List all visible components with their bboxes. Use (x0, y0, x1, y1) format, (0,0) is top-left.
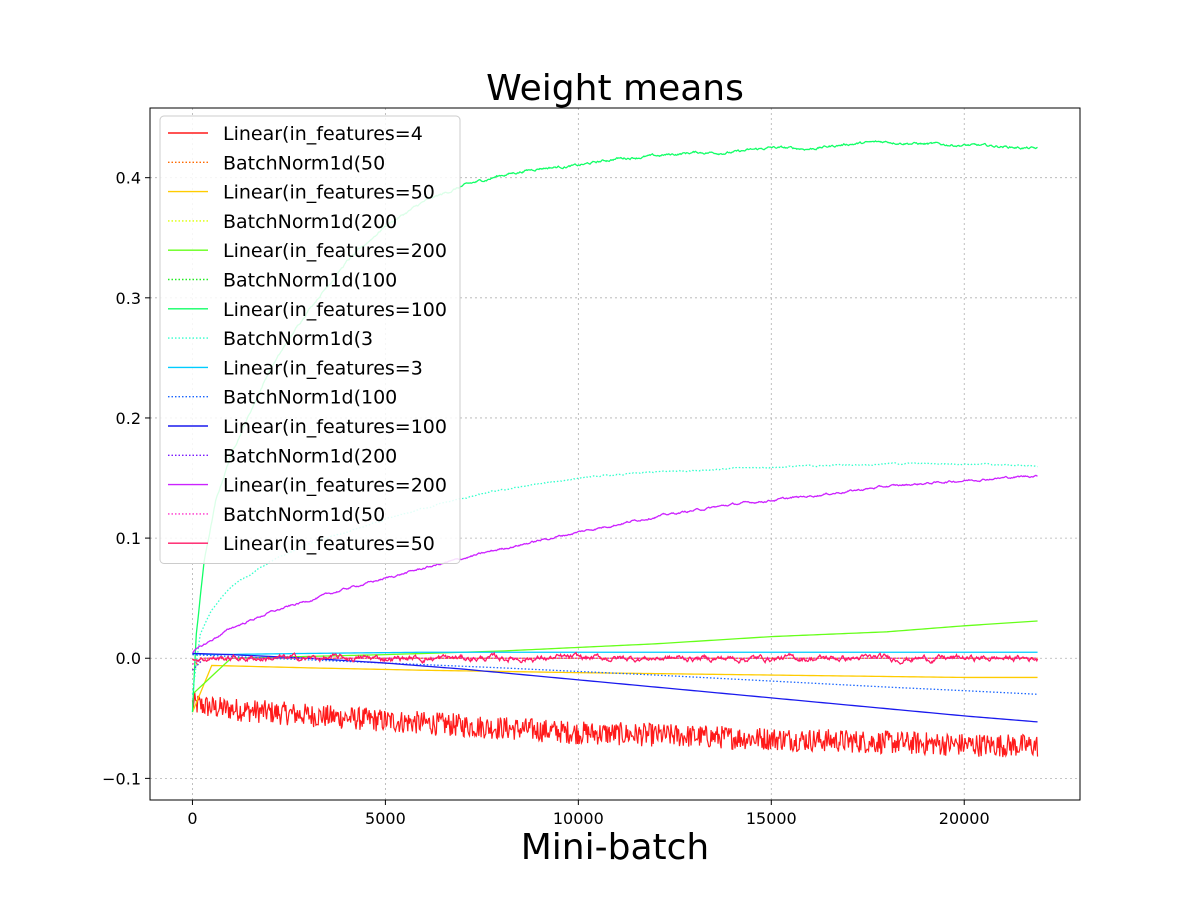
series-line (192, 652, 1038, 723)
series-layer (191, 140, 1039, 758)
series-line (192, 657, 1038, 665)
legend-label: Linear(in_features=200 (223, 240, 447, 262)
legend-label: Linear(in_features=50 (223, 182, 435, 204)
legend-label: BatchNorm1d(50 (223, 504, 385, 526)
legend-label: Linear(in_features=50 (223, 533, 435, 555)
legend-label: Linear(in_features=4 (223, 123, 423, 145)
series-line (192, 651, 1039, 665)
series-line (192, 651, 1038, 656)
y-tick-label: −0.1 (102, 769, 141, 788)
legend-label: Linear(in_features=200 (223, 475, 447, 497)
legend-box (159, 115, 461, 564)
legend-label: BatchNorm1d(3 (223, 328, 373, 350)
plot-area-frame (149, 107, 1081, 801)
y-tick-label: 0.0 (116, 649, 141, 668)
x-axis-label: Mini-batch (521, 827, 710, 868)
chart-title: Weight means (486, 68, 744, 109)
legend: Linear(in_features=4 BatchNorm1d(50 Linear… (159, 115, 461, 564)
series-line (191, 664, 1038, 713)
tick-layer: 0 5000 10000 15000 20000 −0.1 0.0 0.1 0.2 0.3 0.4 (102, 169, 990, 828)
x-tick-label: 15000 (746, 809, 797, 828)
series-line (192, 620, 1038, 695)
y-tick-label: 0.1 (116, 529, 141, 548)
y-tick-label: 0.2 (116, 409, 141, 428)
legend-label: Linear(in_features=3 (223, 357, 423, 379)
series-line (192, 653, 1038, 695)
series-line (191, 657, 1038, 671)
x-tick-label: 5000 (365, 809, 406, 828)
legend-label: BatchNorm1d(200 (223, 211, 397, 233)
legend-label: BatchNorm1d(100 (223, 387, 397, 409)
y-tick-label: 0.4 (116, 169, 141, 188)
x-tick-label: 0 (187, 809, 197, 828)
legend-label: Linear(in_features=100 (223, 416, 447, 438)
x-tick-label: 20000 (939, 809, 990, 828)
series-line (192, 474, 1038, 654)
legend-label: BatchNorm1d(50 (223, 152, 385, 174)
y-tick-label: 0.3 (116, 289, 141, 308)
legend-label: Linear(in_features=100 (223, 299, 447, 321)
legend-label: BatchNorm1d(100 (223, 270, 397, 292)
legend-label: BatchNorm1d(200 (223, 445, 397, 467)
series-line (191, 692, 1039, 758)
x-tick-label: 10000 (553, 809, 604, 828)
